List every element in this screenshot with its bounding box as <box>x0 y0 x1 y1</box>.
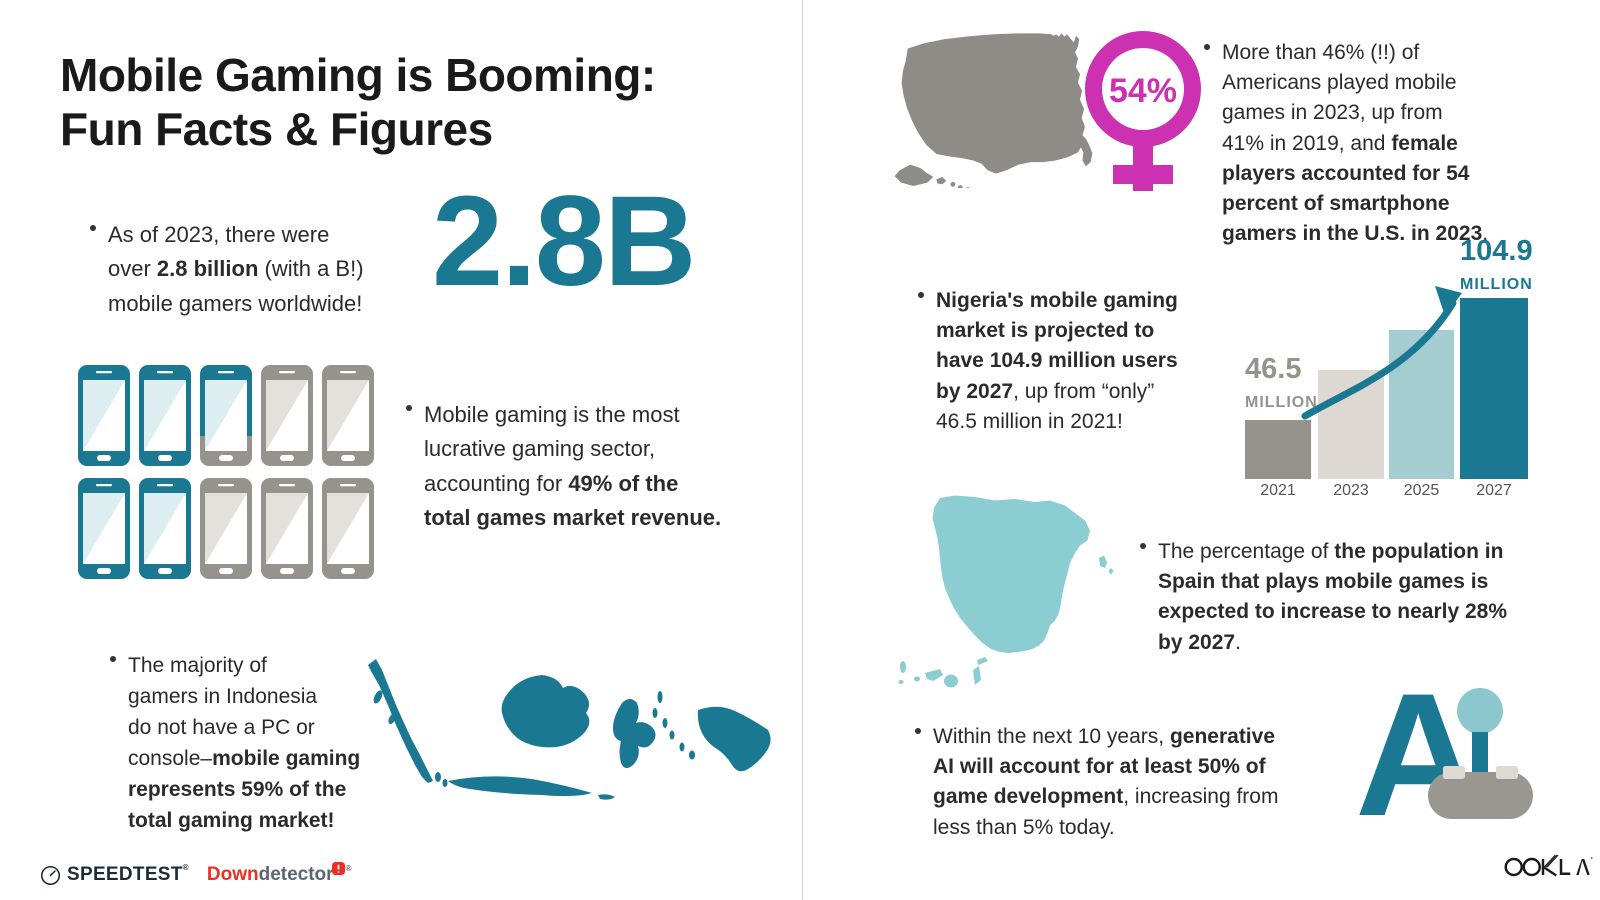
svg-text:54%: 54% <box>1109 72 1177 110</box>
